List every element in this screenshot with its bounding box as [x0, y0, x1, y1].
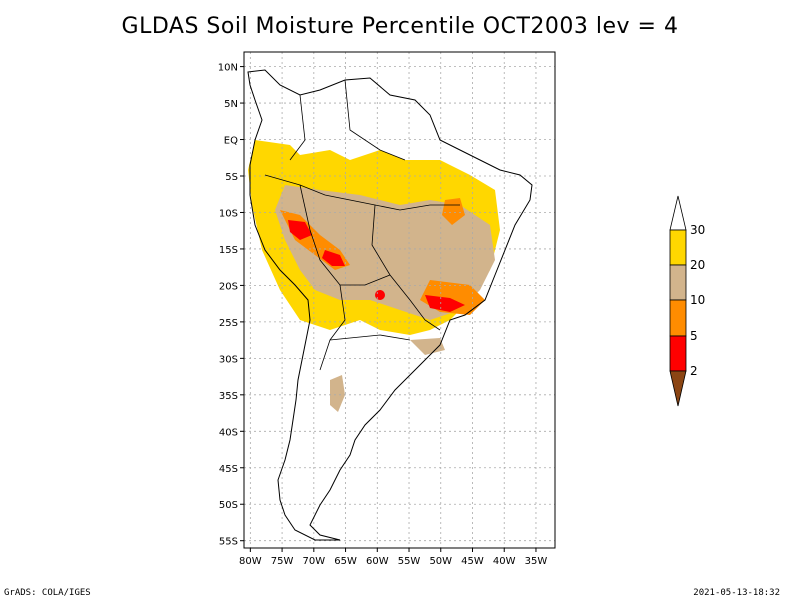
colorbar-tick-label: 5 — [690, 329, 698, 343]
lat-label: 45S — [219, 464, 238, 475]
graticule — [244, 52, 555, 548]
lat-label: 35S — [219, 391, 238, 402]
lat-label: 5N — [224, 99, 238, 110]
percentile-field-2-5-south — [425, 295, 465, 312]
lon-label: 75W — [271, 556, 294, 567]
coastline — [247, 69, 533, 541]
lat-label: 40S — [219, 427, 238, 438]
lat-label: 55S — [219, 537, 238, 548]
colorbar-cap-bottom — [669, 370, 687, 407]
colorbar-bin-20-30 — [669, 229, 687, 266]
lon-label: 60W — [366, 556, 389, 567]
percentile-field-2-5-spot — [375, 290, 385, 300]
colorbar-bin-2-5 — [669, 335, 687, 372]
lat-label: 15S — [219, 245, 238, 256]
lon-label: 50W — [429, 556, 452, 567]
country-borders — [264, 79, 460, 371]
lat-label: 10N — [218, 63, 238, 74]
lon-label: 65W — [334, 556, 357, 567]
colorbar-tick-label: 20 — [690, 258, 705, 272]
colorbar-tick-label: 30 — [690, 223, 705, 237]
lon-label: 80W — [239, 556, 262, 567]
map-frame — [243, 51, 556, 549]
latitude-axis: 10N 5N EQ 5S 10S 15S 20S 25S 30S 35S 40S 45S 50S 55S — [218, 63, 244, 548]
lon-label: 40W — [493, 556, 516, 567]
colorbar-cap-top — [669, 195, 687, 231]
lat-label: 10S — [219, 208, 238, 219]
footer-credit: GrADS: COLA/IGES — [4, 588, 91, 598]
percentile-field-2-5-central — [322, 250, 345, 266]
lon-label: 35W — [525, 556, 548, 567]
colorbar-tick-label: 2 — [690, 364, 698, 378]
colorbar-bin-5-10 — [669, 299, 687, 337]
map-title: GLDAS Soil Moisture Percentile OCT2003 l… — [121, 14, 679, 39]
colorbar-bin-10-20 — [669, 264, 687, 301]
colorbar: 2 5 10 20 30 — [669, 195, 705, 407]
lat-label: 50S — [219, 500, 238, 511]
lon-label: 55W — [398, 556, 421, 567]
south-america-coastline — [247, 69, 533, 541]
colorbar-tick-label: 10 — [690, 293, 705, 307]
longitude-axis: 80W 75W 70W 65W 60W 55W 50W 45W 40W 35W — [239, 548, 547, 567]
lat-label: 5S — [225, 172, 238, 183]
lat-label: 25S — [219, 318, 238, 329]
lat-label: 20S — [219, 281, 238, 292]
percentile-field-10-20-south — [330, 375, 345, 412]
lon-label: 45W — [461, 556, 484, 567]
lon-label: 70W — [303, 556, 326, 567]
percentile-field-2-5-west — [288, 220, 312, 240]
lat-label: 30S — [219, 354, 238, 365]
lat-label: EQ — [224, 136, 238, 147]
map-panel: 10N5NEQ5S10S15S20S25S30S35S40S45S50S55S … — [218, 51, 556, 567]
percentile-field-10-20-southeast — [410, 338, 445, 355]
footer-timestamp: 2021-05-13-18:32 — [693, 588, 780, 598]
